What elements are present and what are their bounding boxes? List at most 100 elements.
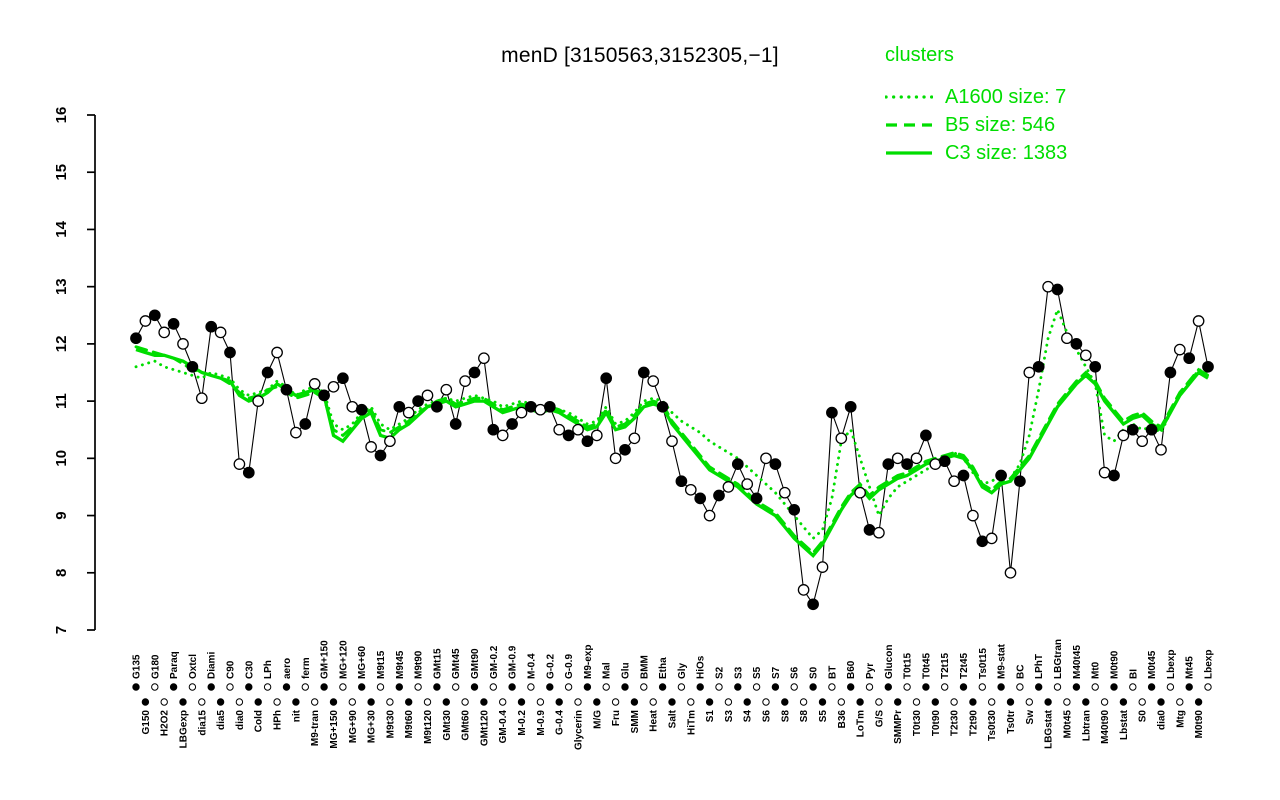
legend-entry-label: A1600 size: 7 [945, 85, 1067, 108]
x-axis-label: HPh [273, 710, 284, 730]
data-point [459, 375, 471, 387]
x-axis-marker [621, 683, 629, 691]
x-axis-marker [254, 698, 262, 706]
data-point [393, 400, 406, 413]
x-axis-label: Ts0t30 [987, 710, 998, 741]
x-axis-marker [499, 698, 507, 706]
x-axis-label: C30 [244, 660, 255, 679]
data-point [205, 320, 218, 333]
x-axis-marker [414, 683, 422, 691]
data-point [807, 598, 819, 611]
x-axis-marker [1006, 698, 1015, 706]
data-point [148, 309, 161, 322]
data-point [666, 435, 678, 448]
x-axis-marker [828, 683, 836, 691]
legend-entry-c3: C3 size: 1383 [885, 139, 1067, 167]
data-point [1145, 423, 1158, 436]
data-point [186, 360, 199, 373]
x-axis-label: Lbtran [1081, 710, 1092, 741]
x-axis-marker [395, 683, 403, 691]
x-axis-marker [320, 683, 328, 691]
x-axis-marker [705, 698, 714, 706]
data-point [562, 429, 575, 442]
x-axis-marker [292, 698, 300, 706]
x-axis-marker [856, 698, 864, 706]
x-axis-label: GM-0.4 [498, 710, 509, 744]
x-axis-label: S6 [762, 710, 773, 723]
x-axis-label: MG+90 [348, 710, 359, 744]
data-point [1155, 443, 1167, 456]
data-point [778, 486, 791, 499]
x-axis-label: aero [282, 658, 293, 679]
x-axis-marker [687, 698, 695, 706]
x-axis-marker [734, 683, 742, 691]
x-axis-marker [1044, 698, 1052, 706]
data-point [431, 400, 443, 413]
x-axis-marker [329, 698, 338, 706]
x-axis-label: T0t45 [921, 652, 932, 679]
x-axis-label: S6 [790, 666, 801, 679]
x-axis-marker [386, 698, 394, 706]
data-point [901, 458, 913, 470]
x-axis-marker [1100, 698, 1109, 706]
data-point [600, 372, 613, 385]
data-point [177, 338, 189, 350]
x-axis-label: LBGtran [1053, 639, 1064, 679]
dotted-line-sample-icon [885, 95, 933, 99]
x-axis-marker [658, 683, 667, 691]
x-axis-marker [1185, 683, 1193, 691]
data-point [572, 423, 584, 436]
x-axis-label: Lbexp [1166, 650, 1177, 679]
x-axis-marker [423, 698, 432, 706]
data-point [167, 318, 180, 330]
x-axis-label: M9t45 [395, 650, 406, 679]
data-point [130, 332, 142, 345]
x-axis-label: GMt15 [432, 648, 443, 679]
x-axis-label: Ts0tr [1006, 710, 1017, 734]
x-axis-marker [894, 698, 902, 706]
x-axis-marker [818, 698, 827, 706]
x-axis-label: S8 [780, 710, 791, 723]
x-axis-marker [1025, 698, 1034, 706]
data-point [920, 429, 932, 442]
x-axis-marker [771, 683, 780, 691]
x-axis-label: M9-tran [310, 710, 321, 746]
x-axis-label: GM+150 [320, 640, 331, 679]
x-axis-marker [564, 683, 573, 691]
x-axis-marker [668, 698, 676, 706]
data-point [882, 458, 895, 470]
x-axis-label: Cold [254, 710, 265, 732]
data-point [938, 455, 951, 468]
x-axis-label: S0 [809, 666, 820, 679]
x-axis-label: T2t30 [950, 710, 961, 737]
x-axis-label: Gly [677, 662, 688, 679]
x-axis-label: HiOs [696, 655, 707, 679]
chart-title: menD [3150563,3152305,−1] [501, 44, 779, 67]
y-axis-label: 9 [53, 511, 70, 519]
data-point [252, 395, 265, 407]
data-point [1126, 423, 1139, 436]
x-axis-marker [583, 683, 592, 691]
x-axis-label: M0t90 [1110, 650, 1121, 679]
x-axis-marker [922, 683, 930, 691]
x-axis-label: Oxtcl [188, 654, 199, 679]
x-axis-label: M9-stat [997, 643, 1008, 679]
data-point [478, 352, 490, 365]
legend-entry-label: B5 size: 546 [945, 113, 1056, 136]
x-axis-label: S8 [799, 710, 810, 723]
x-axis-label: MG+60 [357, 645, 368, 679]
data-point [487, 423, 500, 436]
x-axis-label: M9t30 [385, 710, 396, 739]
x-axis-marker [696, 683, 704, 691]
data-point [365, 441, 377, 453]
x-axis-marker [1138, 698, 1146, 706]
y-axis-label: 14 [53, 220, 70, 237]
legend: clusters A1600 size: 7 B5 size: 546 C3 s… [885, 44, 1067, 167]
x-axis-marker [470, 683, 479, 691]
x-axis-marker [169, 683, 178, 691]
x-axis-marker [837, 698, 845, 706]
data-point [957, 469, 970, 482]
x-axis-marker [724, 698, 733, 706]
data-point [647, 375, 660, 387]
x-axis-marker [574, 698, 582, 706]
